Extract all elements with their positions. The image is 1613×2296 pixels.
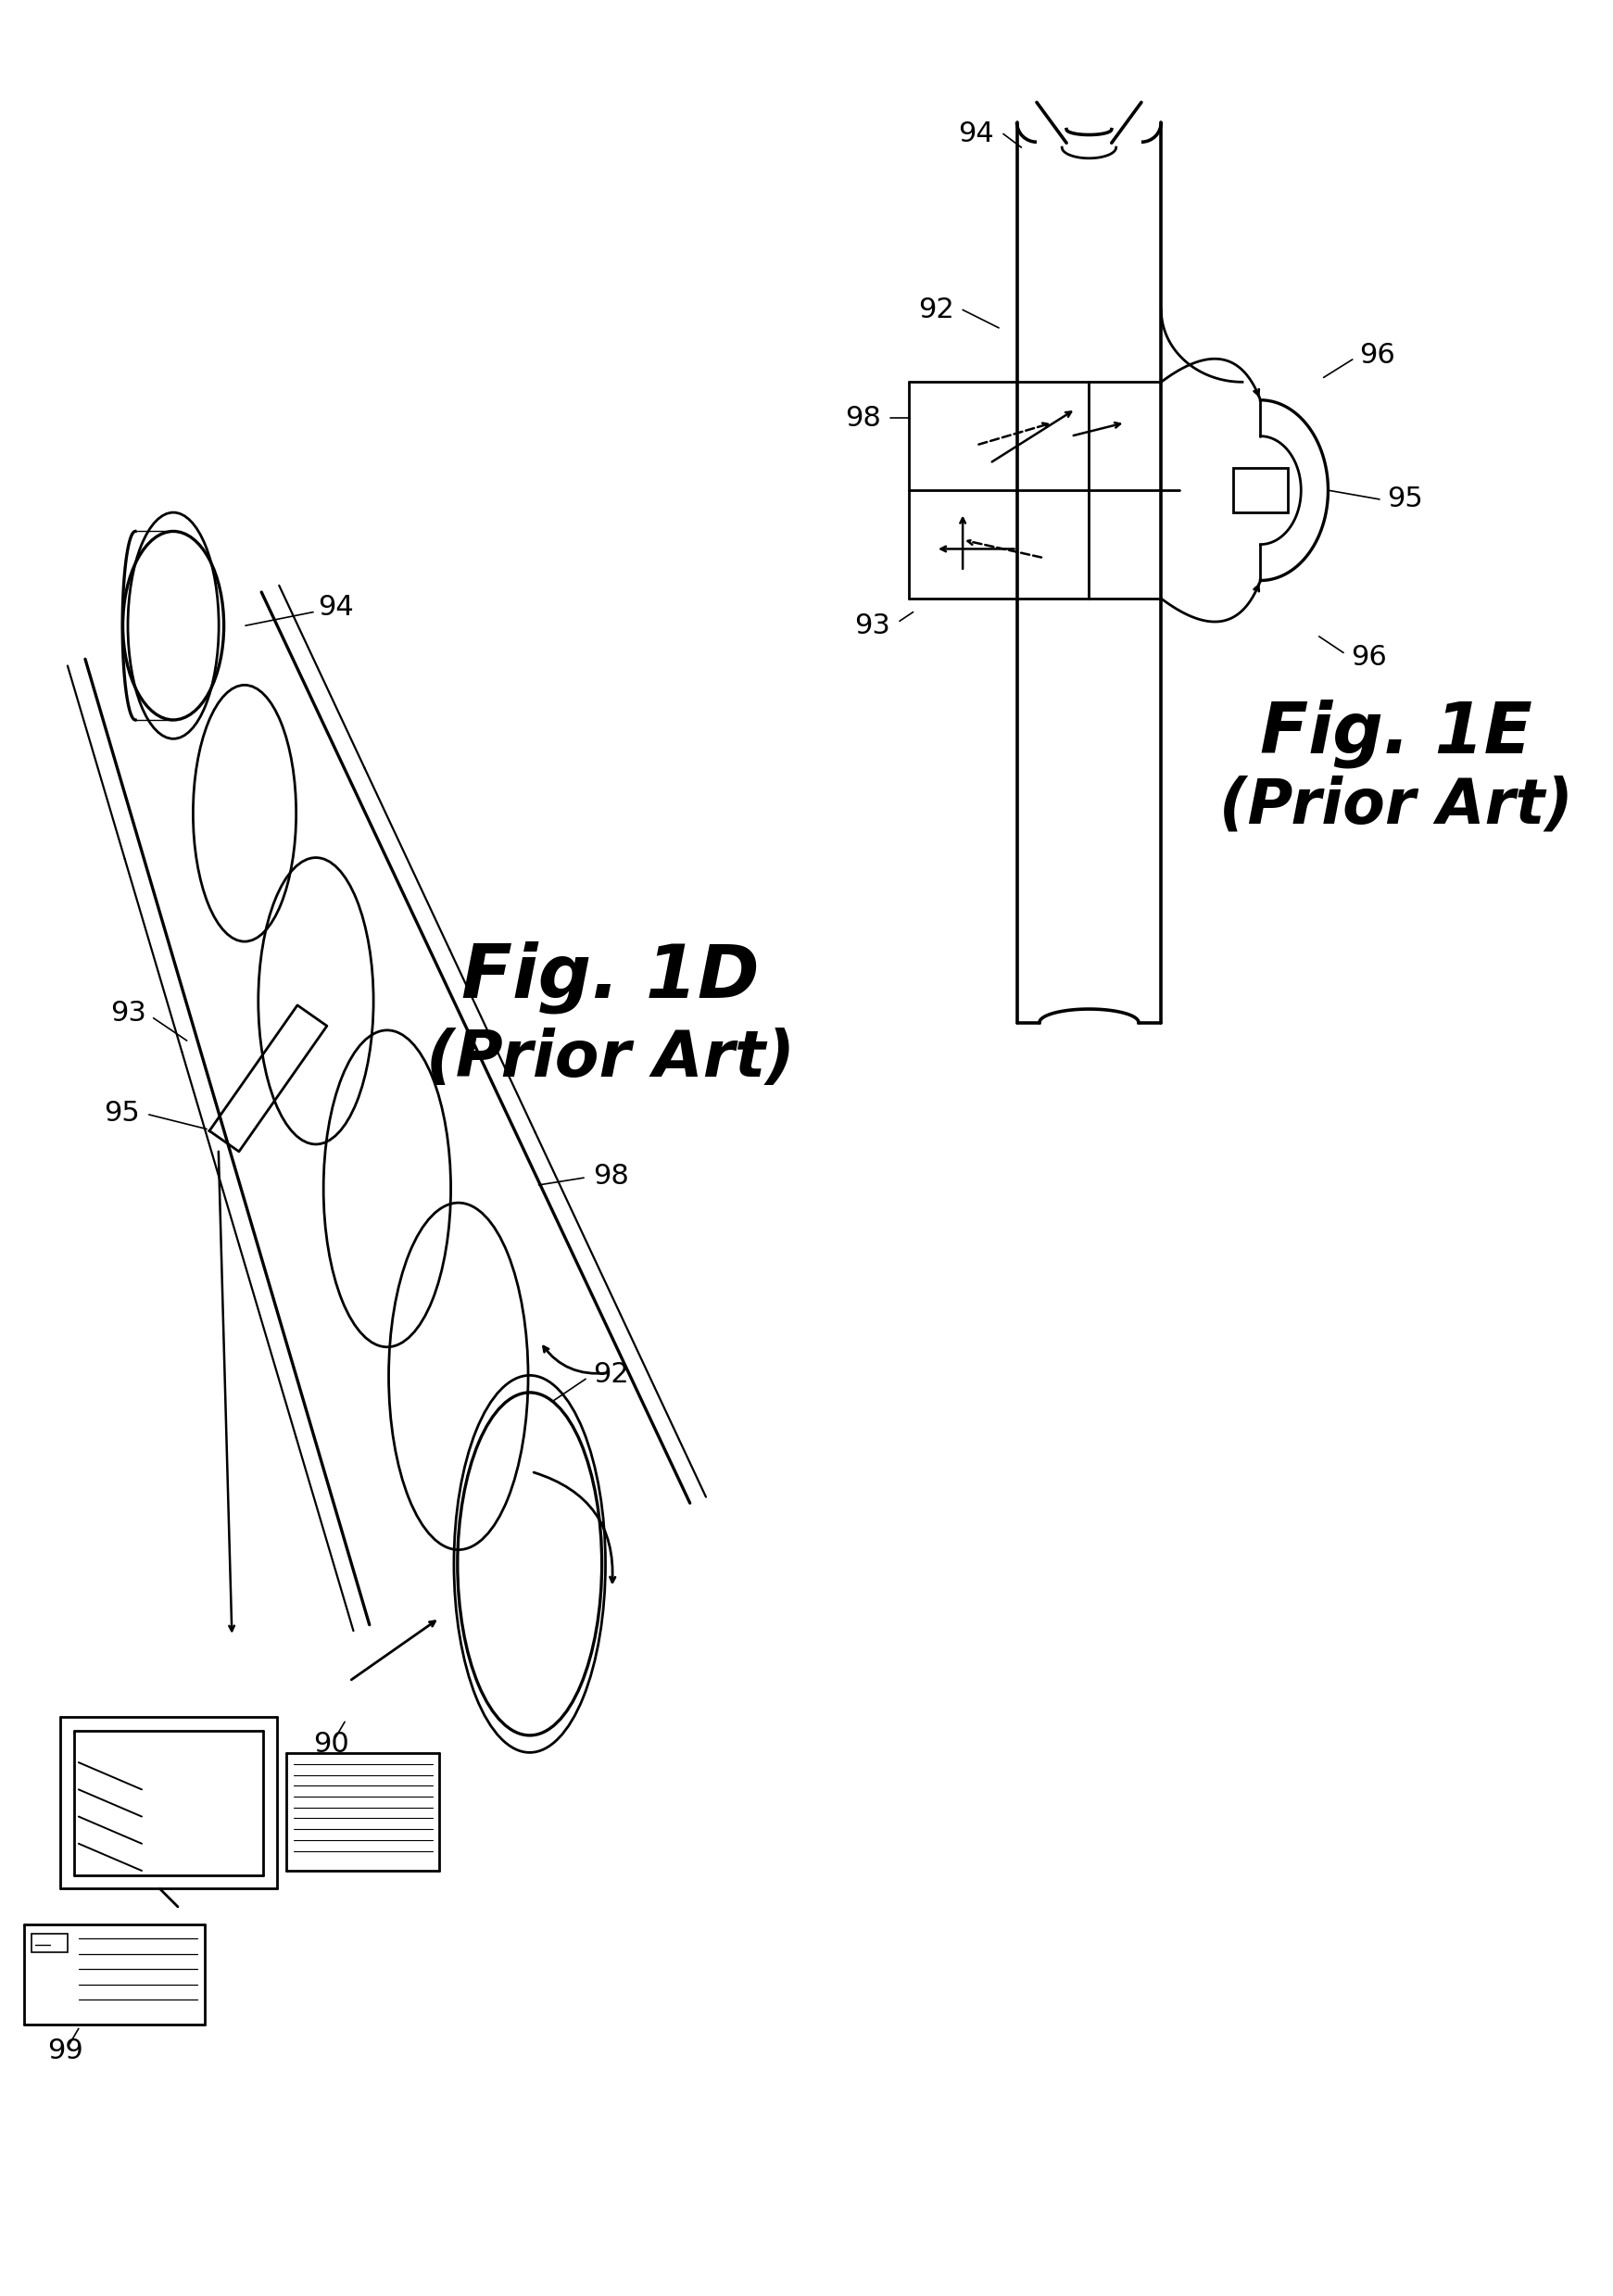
- Text: 96: 96: [1350, 643, 1387, 670]
- Text: Fig. 1E: Fig. 1E: [1260, 700, 1532, 769]
- Text: 96: 96: [1360, 342, 1395, 367]
- Text: 95: 95: [105, 1100, 140, 1127]
- Bar: [1234, 468, 1287, 512]
- Text: 92: 92: [594, 1362, 629, 1387]
- Text: (Prior Art): (Prior Art): [1219, 776, 1573, 836]
- Text: 93: 93: [110, 1001, 147, 1026]
- Text: 93: 93: [855, 613, 890, 638]
- Text: 94: 94: [318, 595, 353, 620]
- Text: 98: 98: [845, 404, 882, 432]
- Text: 90: 90: [313, 1731, 348, 1759]
- Text: 95: 95: [1387, 487, 1423, 512]
- Text: 94: 94: [958, 119, 994, 147]
- Text: (Prior Art): (Prior Art): [426, 1029, 795, 1091]
- Text: 99: 99: [47, 2037, 82, 2064]
- Text: Fig. 1D: Fig. 1D: [461, 941, 760, 1015]
- Text: 92: 92: [918, 296, 953, 324]
- Bar: [32, 1933, 68, 1952]
- Text: 98: 98: [594, 1162, 629, 1189]
